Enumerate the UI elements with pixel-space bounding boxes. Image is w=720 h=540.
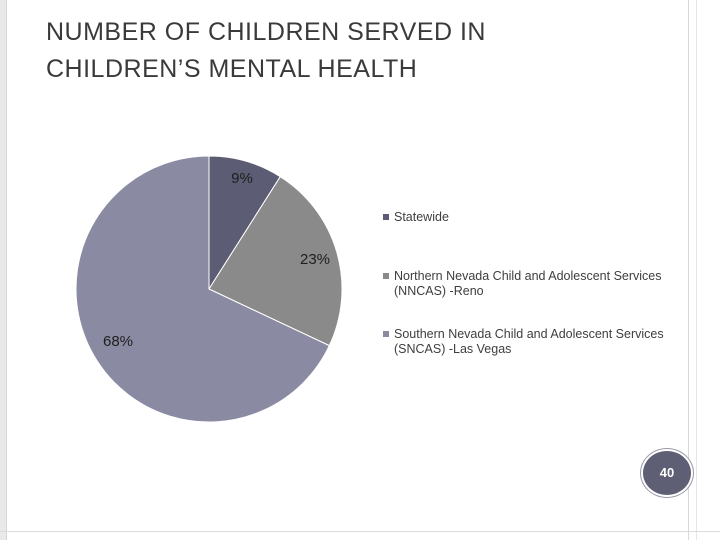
legend-label-statewide: Statewide [394,210,449,224]
slide-frame-right [688,0,689,540]
slide-frame-left [0,0,7,540]
page-number-badge: 40 [641,449,693,497]
pie-slice-sncas [75,155,331,423]
legend-swatch-statewide [383,214,389,220]
legend-swatch-sncas [383,331,389,337]
data-label-statewide: 9% [231,170,253,187]
data-label-nncas: 23% [300,251,330,268]
legend-label-nncas: Northern Nevada Child and Adolescent Ser… [394,269,662,298]
legend-swatch-nncas [383,273,389,279]
slide-title-line-1: Number of Children Served in [46,18,486,46]
slide-frame-right-inner [696,0,697,540]
pie-slice-nncas [208,176,343,347]
legend-label-sncas: Southern Nevada Child and Adolescent Ser… [394,327,664,356]
data-label-sncas: 68% [103,333,133,350]
slide-title: Number of Children Served in Children’s … [46,14,666,88]
slide-frame-bottom [0,531,720,532]
slide-title-line-2: Children’s Mental Health [46,55,418,83]
